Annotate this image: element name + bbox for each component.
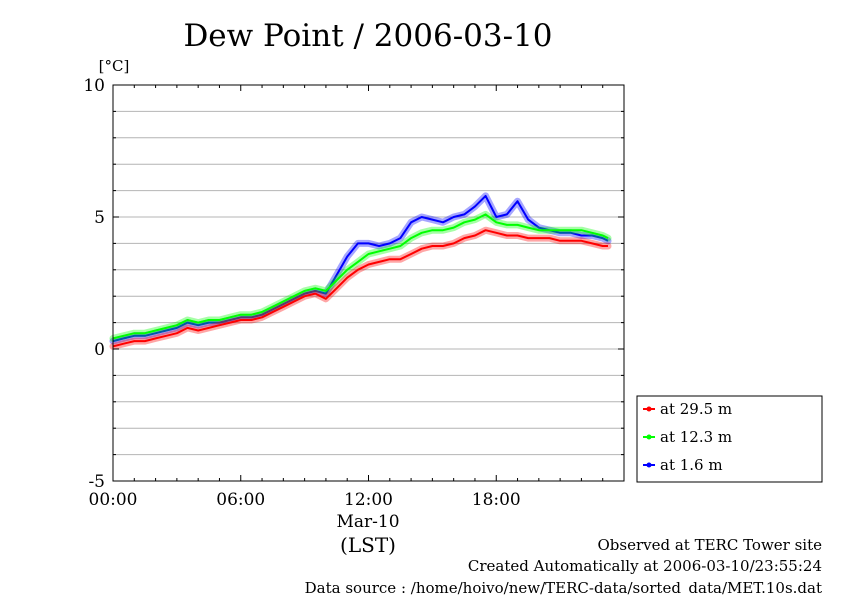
y-tick-label: 0 [94, 340, 105, 360]
x-tick-label: 06:00 [216, 490, 265, 510]
footer-created-time: Created Automatically at 2006-03-10/23:5… [468, 557, 822, 575]
series-line-1 [112, 213, 609, 340]
chart-title: Dew Point / 2006-03-10 [183, 18, 552, 54]
x-axis-label: (LST) [340, 533, 396, 557]
date-label: Mar-10 [336, 512, 399, 532]
axis-ticks: -5 0 5 10 00:00 06:00 12:00 18:00 [83, 76, 625, 510]
legend-marker [646, 462, 652, 468]
legend-label: at 12.3 m [660, 428, 732, 446]
y-axis-unit-label: [°C] [99, 57, 130, 75]
legend-marker [646, 434, 652, 440]
y-tick-label: 10 [83, 76, 105, 96]
plot-frame [112, 84, 625, 482]
legend-label: at 29.5 m [660, 400, 732, 418]
series-line-0 [112, 229, 608, 348]
x-tick-label: 12:00 [344, 490, 393, 510]
footer-observed-site: Observed at TERC Tower site [597, 536, 822, 554]
series-layer [109, 192, 612, 350]
y-tick-label: -5 [88, 472, 105, 492]
x-tick-label: 00:00 [89, 490, 138, 510]
legend-label: at 1.6 m [660, 456, 723, 474]
grid-lines [113, 110, 624, 456]
y-tick-label: 5 [94, 208, 105, 228]
legend-marker [646, 406, 652, 412]
series-line-2 [112, 194, 609, 343]
footer-data-source: Data source : /home/hoivo/new/TERC-data/… [305, 579, 822, 595]
legend-items: at 29.5 m at 12.3 m at 1.6 m [643, 400, 732, 474]
legend: at 29.5 m at 12.3 m at 1.6 m [636, 395, 823, 483]
legend-box [636, 395, 823, 483]
x-tick-label: 18:00 [472, 490, 521, 510]
